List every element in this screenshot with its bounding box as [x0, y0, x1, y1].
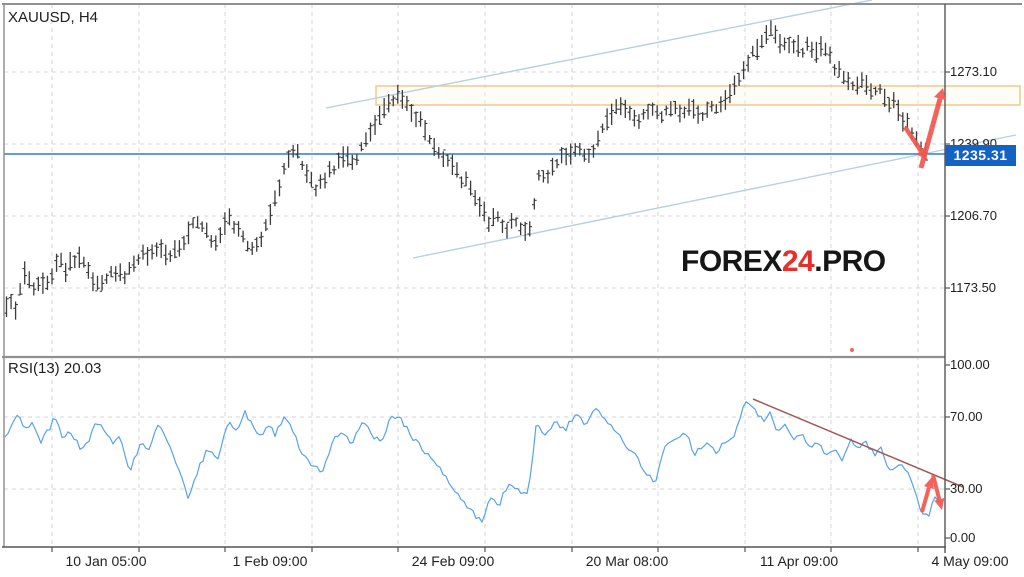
time-axis-tick-label: 1 Feb 09:00: [232, 553, 308, 569]
price-axis-tick-label: 0.00: [950, 530, 976, 545]
price-axis-tick-label: 1273.10: [950, 64, 997, 79]
price-axis-tick-label: 1173.50: [950, 280, 997, 295]
price-axis-tick-label: 100.00: [950, 357, 990, 372]
symbol-timeframe-label: XAUUSD, H4: [8, 9, 99, 26]
current-price-tag: 1235.31: [945, 145, 1016, 166]
watermark-text-24: 24: [781, 245, 815, 278]
time-axis-tick-label: 20 Mar 08:00: [585, 553, 669, 569]
time-axis-tick-label: 4 May 09:00: [931, 553, 1009, 569]
time-axis-tick-label: 11 Apr 09:00: [759, 553, 839, 569]
price-axis-tick-label: 1206.70: [950, 208, 997, 223]
price-axis-tick-label: 70.00: [950, 409, 983, 424]
time-axis-tick-label: 24 Feb 09:00: [411, 553, 495, 569]
price-axis-tick-label: 30.00: [950, 481, 983, 496]
time-axis-tick-label: 10 Jan 05:00: [65, 553, 147, 569]
rsi-indicator-label: RSI(13) 20.03: [8, 360, 102, 377]
watermark-text-forex: FOREX: [681, 245, 782, 278]
watermark-text-pro: .PRO: [814, 245, 886, 278]
forex24pro-watermark: FOREX24.PRO: [681, 245, 886, 279]
